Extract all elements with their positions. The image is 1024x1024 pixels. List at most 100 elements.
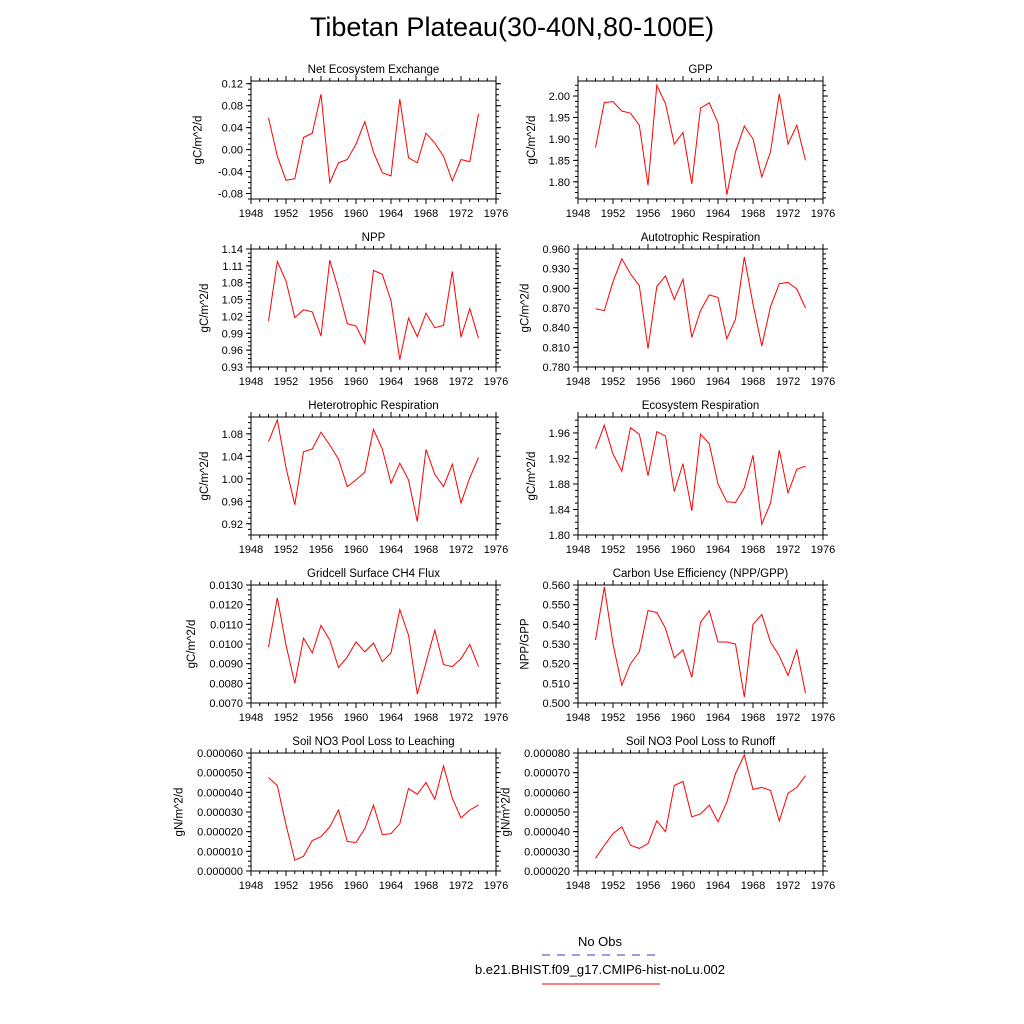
x-tick-label: 1972: [776, 208, 800, 220]
x-tick-label: 1964: [379, 376, 403, 388]
y-tick-label: 1.11: [222, 261, 243, 273]
x-tick-label: 1968: [741, 880, 765, 892]
y-tick-label: 0.99: [222, 328, 243, 340]
plot-frame: [250, 752, 497, 872]
panel-title: Soil NO3 Pool Loss to Runoff: [626, 736, 776, 748]
series-line: [595, 423, 806, 527]
series-line: [595, 83, 806, 195]
x-tick-label: 1964: [706, 544, 730, 556]
y-tick-label: 0.000020: [197, 827, 243, 839]
panel-title: NPP: [362, 232, 386, 244]
y-tick-label: 0.510: [542, 678, 570, 690]
y-tick-label: 0.96: [222, 496, 243, 508]
x-tick-label: 1952: [274, 208, 298, 220]
x-tick-label: 1948: [239, 544, 263, 556]
y-axis-label: gC/m^2/d: [193, 116, 205, 165]
y-tick-label: 0.0110: [210, 619, 243, 631]
y-tick-label: 1.04: [222, 451, 243, 463]
x-tick-label: 1976: [811, 376, 835, 388]
series-line: [595, 586, 806, 698]
x-tick-label: 1948: [566, 208, 590, 220]
x-tick-label: 1960: [671, 712, 695, 724]
y-tick-label: 0.0070: [209, 698, 243, 710]
x-tick-label: 1972: [776, 880, 800, 892]
y-tick-label: 0.000030: [197, 807, 243, 819]
chart-panel-1: 1948 1952 1956 1960 1964 1968 1972 1976 -0.08 -0.…: [193, 64, 509, 220]
y-tick-label: 0.870: [542, 303, 570, 315]
y-tick-label: 1.08: [222, 278, 243, 290]
x-tick-label: 1972: [449, 544, 473, 556]
y-tick-label: 1.88: [549, 479, 570, 491]
y-tick-label: 1.00: [222, 474, 243, 486]
y-tick-label: 0.93: [222, 362, 243, 374]
panel-title: Ecosystem Respiration: [642, 400, 760, 412]
x-tick-label: 1948: [239, 376, 263, 388]
x-tick-label: 1956: [636, 544, 660, 556]
y-tick-label: 0.000050: [197, 768, 243, 780]
y-tick-label: 1.96: [549, 428, 570, 440]
x-tick-label: 1960: [671, 376, 695, 388]
y-tick-label: 0.96: [222, 345, 243, 357]
x-tick-label: 1972: [776, 376, 800, 388]
x-tick-label: 1952: [274, 544, 298, 556]
x-tick-label: 1976: [484, 712, 508, 724]
x-tick-label: 1956: [636, 208, 660, 220]
y-tick-label: 0.780: [542, 362, 570, 374]
plot-frame: [577, 248, 824, 368]
series-line: [268, 763, 479, 861]
x-tick-label: 1956: [636, 376, 660, 388]
series-line: [595, 753, 806, 859]
series-line: [268, 597, 479, 695]
x-tick-label: 1960: [671, 208, 695, 220]
y-tick-label: 0.900: [542, 283, 570, 295]
x-tick-label: 1948: [239, 712, 263, 724]
y-axis-label: gC/m^2/d: [199, 452, 211, 501]
plot-frame: [250, 80, 497, 200]
y-tick-label: 0.04: [222, 123, 243, 135]
series-line: [268, 259, 479, 360]
legend: [542, 954, 660, 985]
x-tick-label: 1964: [706, 208, 730, 220]
y-tick-label: 1.80: [549, 530, 570, 542]
x-tick-label: 1976: [484, 208, 508, 220]
x-tick-label: 1964: [379, 880, 403, 892]
legend-obs-label: No Obs: [577, 934, 623, 949]
x-tick-label: 1972: [449, 712, 473, 724]
x-tick-label: 1964: [379, 712, 403, 724]
x-tick-label: 1952: [274, 712, 298, 724]
figure-title: Tibetan Plateau(30-40N,80-100E): [309, 12, 715, 42]
y-tick-label: 1.95: [549, 112, 570, 124]
x-tick-label: 1968: [741, 376, 765, 388]
y-tick-label: 0.000060: [524, 787, 570, 799]
chart-panel-9: 1948 1952 1956 1960 1964 1968 1972 1976 0.000000…: [174, 736, 509, 892]
plot-frame: [577, 752, 824, 872]
chart-panel-4: 1948 1952 1956 1960 1964 1968 1972 1976 0.780 0.8…: [520, 232, 836, 388]
x-tick-label: 1964: [706, 712, 730, 724]
y-tick-label: 1.92: [549, 453, 570, 465]
y-axis-label: gC/m^2/d: [186, 620, 198, 669]
x-tick-label: 1956: [309, 880, 333, 892]
x-tick-label: 1960: [344, 376, 368, 388]
panel-title: Gridcell Surface CH4 Flux: [307, 568, 440, 580]
x-tick-label: 1960: [344, 544, 368, 556]
x-tick-label: 1960: [671, 880, 695, 892]
y-tick-label: 0.540: [542, 619, 570, 631]
x-tick-label: 1952: [601, 880, 625, 892]
y-tick-label: 0.840: [542, 323, 570, 335]
x-tick-label: 1976: [811, 880, 835, 892]
y-tick-label: 0.000030: [524, 846, 570, 858]
y-tick-label: 1.02: [222, 311, 243, 323]
y-tick-label: 0.92: [222, 519, 243, 531]
y-tick-label: 0.0100: [209, 639, 243, 651]
x-tick-label: 1948: [566, 544, 590, 556]
plot-frame: [250, 248, 497, 368]
x-tick-label: 1952: [601, 544, 625, 556]
chart-panel-8: 1948 1952 1956 1960 1964 1968 1972 1976 0.500 0.5…: [520, 568, 836, 724]
legend-run-label: b.e21.BHIST.f09_g17.CMIP6-hist-noLu.002: [474, 962, 726, 977]
x-tick-label: 1968: [741, 544, 765, 556]
y-tick-label: 0.0080: [209, 678, 243, 690]
plot-frame: [577, 80, 824, 200]
y-tick-label: 0.08: [222, 101, 243, 113]
chart-panel-5: 1948 1952 1956 1960 1964 1968 1972 1976 0.92 0.96…: [199, 400, 508, 556]
panel-title: GPP: [688, 64, 713, 76]
